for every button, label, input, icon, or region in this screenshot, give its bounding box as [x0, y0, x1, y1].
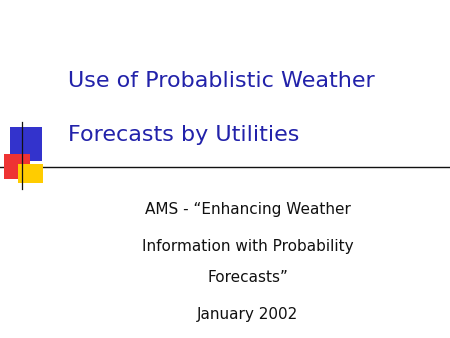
Bar: [18, 164, 43, 183]
Text: Information with Probability: Information with Probability: [142, 239, 353, 254]
Text: AMS - “Enhancing Weather: AMS - “Enhancing Weather: [144, 202, 351, 217]
Text: Forecasts by Utilities: Forecasts by Utilities: [68, 125, 299, 145]
Bar: [10, 127, 42, 161]
Text: January 2002: January 2002: [197, 307, 298, 322]
Text: Forecasts”: Forecasts”: [207, 270, 288, 285]
Bar: [4, 154, 30, 179]
Text: Use of Probablistic Weather: Use of Probablistic Weather: [68, 71, 374, 91]
